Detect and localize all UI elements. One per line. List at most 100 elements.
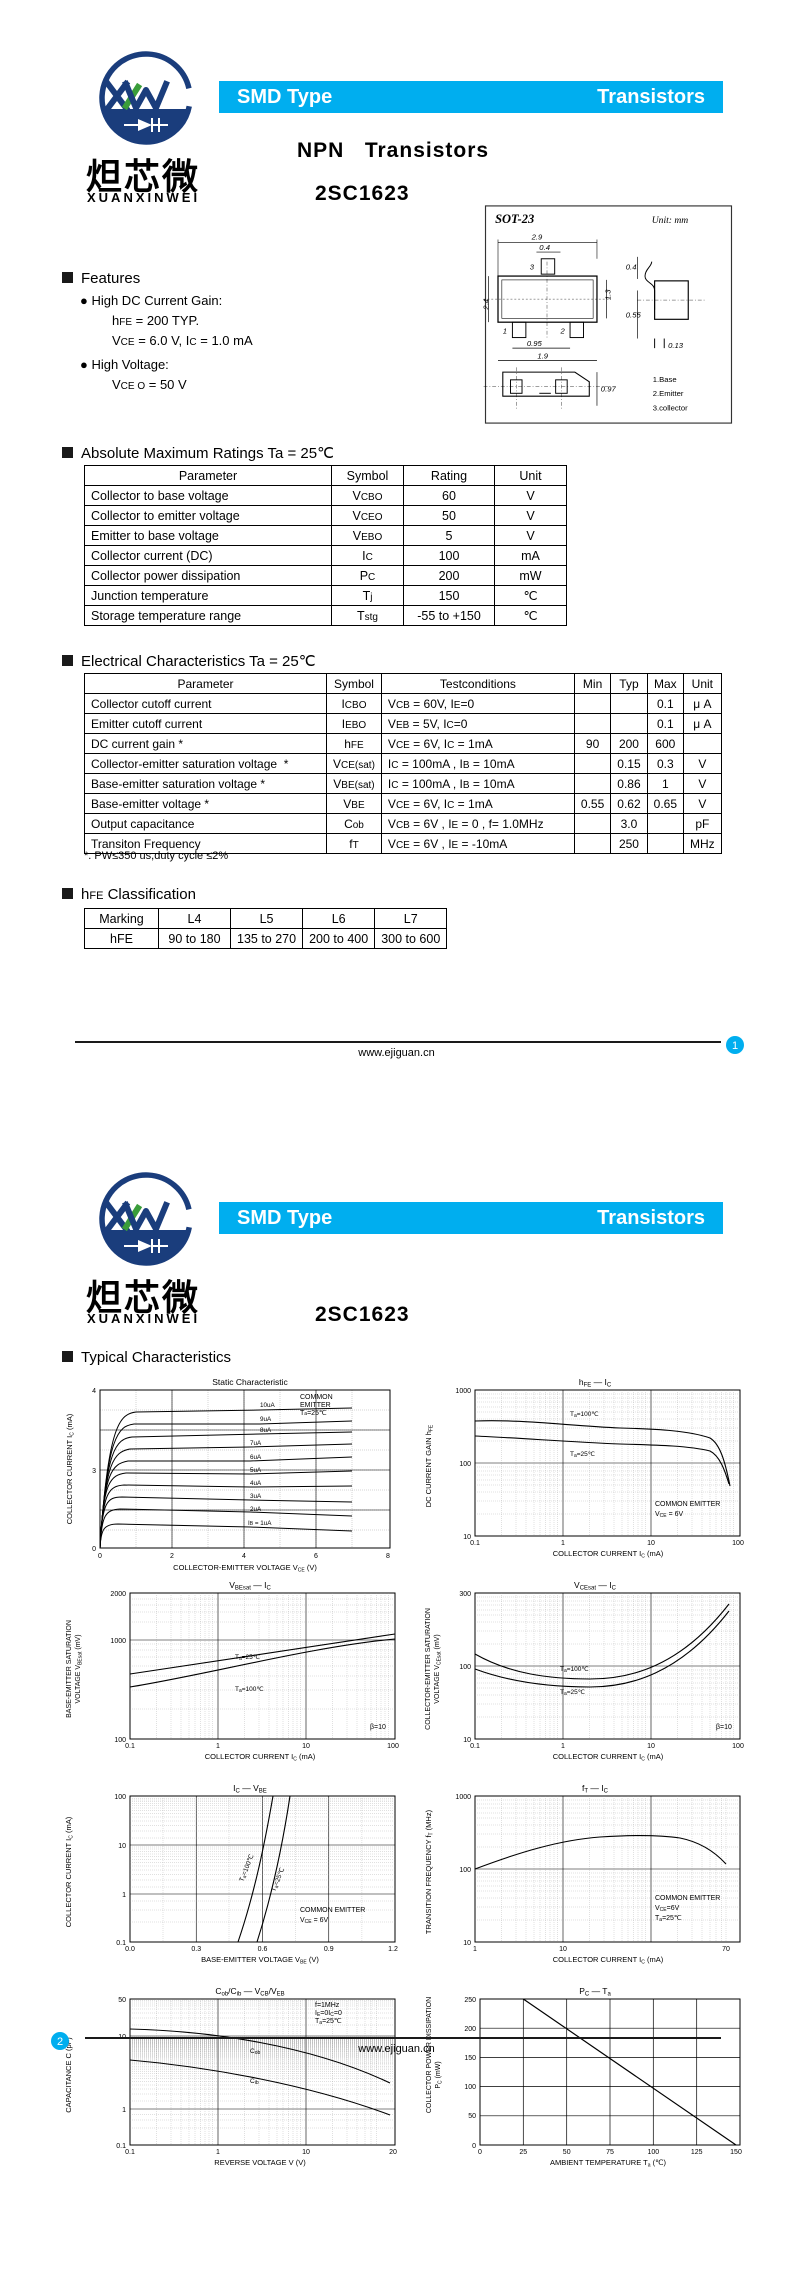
svg-text:200: 200 <box>464 2026 476 2033</box>
svg-text:0.1: 0.1 <box>125 1743 135 1750</box>
svg-text:2.Emitter: 2.Emitter <box>653 389 684 398</box>
svg-text:100: 100 <box>459 1461 471 1468</box>
svg-text:VBEsat — IC: VBEsat — IC <box>229 1580 271 1592</box>
svg-text:1.2: 1.2 <box>388 1946 398 1953</box>
svg-text:PC — Ta: PC — Ta <box>579 1986 611 1998</box>
svg-text:Cib: Cib <box>250 2078 259 2086</box>
svg-text:0: 0 <box>472 2143 476 2150</box>
svg-text:COLLECTOR CURRENT IC (mA): COLLECTOR CURRENT IC (mA) <box>553 1752 664 1763</box>
svg-text:VCE = 6V: VCE = 6V <box>655 1511 683 1519</box>
svg-text:20: 20 <box>389 2149 397 2156</box>
svg-text:VCEsat — IC: VCEsat — IC <box>574 1580 617 1592</box>
svg-text:Ta=25℃: Ta=25℃ <box>300 1410 327 1417</box>
svg-text:VCE=6V: VCE=6V <box>655 1905 680 1913</box>
svg-text:0.4: 0.4 <box>539 243 550 252</box>
svg-text:2: 2 <box>170 1553 174 1560</box>
svg-text:AMBIENT TEMPERATURE Ta (℃): AMBIENT TEMPERATURE Ta (℃) <box>550 2158 667 2169</box>
svg-text:10: 10 <box>302 1743 310 1750</box>
svg-text:Cob/Cib — VCB/VEB: Cob/Cib — VCB/VEB <box>215 1986 284 1998</box>
svg-text:4: 4 <box>92 1388 96 1395</box>
svg-text:2.4: 2.4 <box>482 299 490 311</box>
svg-text:5uA: 5uA <box>250 1467 262 1474</box>
svg-text:COMMON EMITTER: COMMON EMITTER <box>655 1501 720 1508</box>
svg-text:100: 100 <box>459 1664 471 1671</box>
svg-text:3: 3 <box>92 1468 96 1475</box>
svg-text:9uA: 9uA <box>260 1416 272 1423</box>
svg-text:COLLECTOR POWER DISSIPATION: COLLECTOR POWER DISSIPATION <box>426 1997 433 2113</box>
svg-text:Ta=25℃: Ta=25℃ <box>560 1689 586 1697</box>
svg-text:125: 125 <box>691 2149 703 2156</box>
svg-text:0.4: 0.4 <box>626 262 637 271</box>
svg-text:2.9: 2.9 <box>531 233 543 242</box>
svg-text:1: 1 <box>561 1743 565 1750</box>
svg-text:β=10: β=10 <box>716 1724 732 1731</box>
svg-text:10: 10 <box>559 1946 567 1953</box>
svg-text:Static Characteristic: Static Characteristic <box>212 1377 288 1387</box>
svg-text:0.6: 0.6 <box>258 1946 268 1953</box>
svg-text:50: 50 <box>468 2113 476 2120</box>
svg-text:8: 8 <box>386 1553 390 1560</box>
svg-text:100: 100 <box>459 1867 471 1874</box>
svg-text:VOLTAGE VBEsat (mV): VOLTAGE VBEsat (mV) <box>75 1634 84 1703</box>
svg-text:0.9: 0.9 <box>324 1946 334 1953</box>
svg-text:f=1MHz: f=1MHz <box>315 2002 340 2009</box>
svg-text:100: 100 <box>387 1743 399 1750</box>
svg-text:25: 25 <box>519 2149 527 2156</box>
svg-text:0.97: 0.97 <box>601 384 617 393</box>
svg-text:1.3: 1.3 <box>603 289 612 300</box>
svg-text:REVERSE VOLTAGE V (V): REVERSE VOLTAGE V (V) <box>214 2158 306 2167</box>
svg-text:0.3: 0.3 <box>191 1946 201 1953</box>
svg-text:0.1: 0.1 <box>125 2149 135 2156</box>
svg-text:SOT-23: SOT-23 <box>495 212 534 226</box>
svg-text:10: 10 <box>647 1743 655 1750</box>
svg-text:1: 1 <box>503 327 507 336</box>
svg-text:1: 1 <box>216 1743 220 1750</box>
svg-text:75: 75 <box>606 2149 614 2156</box>
svg-text:4uA: 4uA <box>250 1480 262 1487</box>
svg-text:0: 0 <box>478 2149 482 2156</box>
svg-text:100: 100 <box>114 1794 126 1801</box>
svg-text:3: 3 <box>530 262 535 271</box>
svg-text:100: 100 <box>732 1743 744 1750</box>
svg-text:4: 4 <box>242 1553 246 1560</box>
svg-text:2uA: 2uA <box>250 1506 262 1513</box>
svg-text:2000: 2000 <box>110 1591 126 1598</box>
svg-text:Ta=25℃: Ta=25℃ <box>655 1915 682 1923</box>
svg-text:COLLECTOR CURRENT IC (mA): COLLECTOR CURRENT IC (mA) <box>205 1752 316 1763</box>
svg-text:COLLECTOR CURRENT IC (mA): COLLECTOR CURRENT IC (mA) <box>553 1955 664 1966</box>
svg-text:Ta=25℃: Ta=25℃ <box>315 2018 342 2026</box>
svg-text:3.collector: 3.collector <box>653 404 688 413</box>
svg-text:10: 10 <box>118 1843 126 1850</box>
svg-text:1.9: 1.9 <box>537 352 548 361</box>
svg-text:DC CURRENT GAIN hFE: DC CURRENT GAIN hFE <box>424 1424 435 1507</box>
svg-text:300: 300 <box>459 1591 471 1598</box>
svg-text:Ta=25℃: Ta=25℃ <box>235 1654 261 1662</box>
svg-text:10uA: 10uA <box>260 1402 276 1409</box>
svg-text:100: 100 <box>732 1540 744 1547</box>
svg-text:6: 6 <box>314 1553 318 1560</box>
svg-text:BASE-EMITTER VOLTAGE VBE (: BASE-EMITTER VOLTAGE VBE (V) <box>201 1955 319 1966</box>
svg-text:1000: 1000 <box>110 1638 126 1645</box>
svg-text:COMMON EMITTER: COMMON EMITTER <box>655 1895 720 1902</box>
svg-text:COMMON: COMMON <box>300 1394 333 1401</box>
svg-text:Ta=25℃: Ta=25℃ <box>570 1451 596 1459</box>
svg-text:COLLECTOR CURRENT IC (mA): COLLECTOR CURRENT IC (mA) <box>553 1549 664 1560</box>
svg-text:Ta=100℃: Ta=100℃ <box>235 1686 264 1694</box>
svg-text:IB = 1uA: IB = 1uA <box>248 1520 272 1527</box>
svg-text:COLLECTOR-EMITTER SATURATION: COLLECTOR-EMITTER SATURATION <box>425 1608 432 1730</box>
svg-text:2: 2 <box>559 327 565 336</box>
svg-text:1000: 1000 <box>455 1388 471 1395</box>
svg-text:0.13: 0.13 <box>668 341 684 350</box>
svg-text:6uA: 6uA <box>250 1454 262 1461</box>
svg-text:1: 1 <box>122 2107 126 2114</box>
svg-text:IE=0IC=0: IE=0IC=0 <box>315 2010 342 2018</box>
svg-text:1: 1 <box>561 1540 565 1547</box>
svg-text:1: 1 <box>216 2149 220 2156</box>
svg-text:0: 0 <box>98 1553 102 1560</box>
svg-text:TRANSITION FREQUENCY fT (M: TRANSITION FREQUENCY fT (MHz) <box>424 1809 435 1934</box>
svg-text:70: 70 <box>722 1946 730 1953</box>
svg-text:50: 50 <box>563 2149 571 2156</box>
svg-text:0.55: 0.55 <box>626 310 642 319</box>
svg-text:7uA: 7uA <box>250 1440 262 1447</box>
svg-text:100: 100 <box>464 2084 476 2091</box>
